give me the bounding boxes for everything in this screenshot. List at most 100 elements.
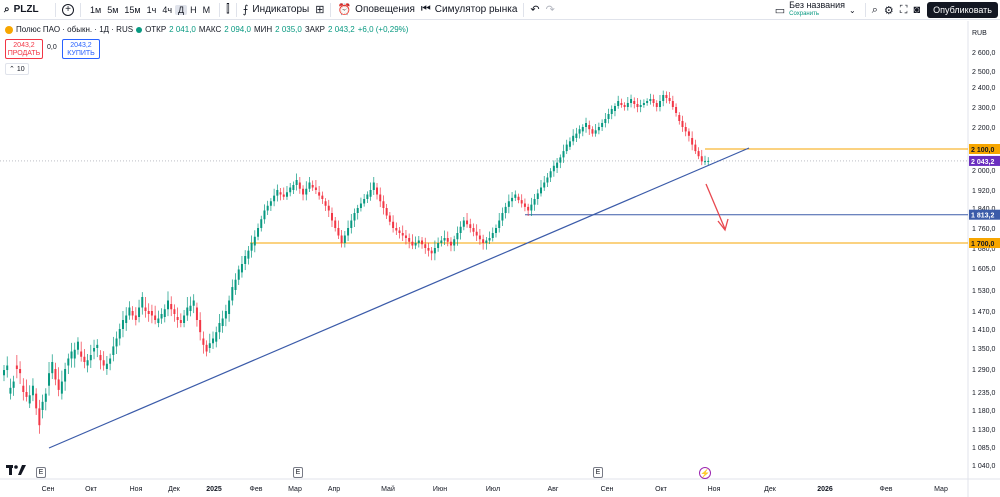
candle-body (572, 135, 575, 142)
divider (235, 2, 237, 17)
candle-body (183, 315, 186, 323)
fullscreen-button[interactable]: ⛶ (897, 0, 911, 20)
candle-body (31, 385, 34, 396)
tradingview-logo-icon (6, 465, 26, 475)
candle-body (681, 121, 684, 127)
volume-toggle[interactable]: ⌃ 10 (5, 63, 29, 75)
timeframe-button[interactable]: 1ч (146, 4, 157, 15)
low-label: МИН (253, 25, 273, 34)
candle-body (54, 369, 57, 380)
candle-body (308, 182, 311, 189)
candle-body (665, 95, 668, 98)
quick-search-button[interactable]: ⌕ (869, 0, 881, 20)
candle-body (12, 381, 15, 388)
candle-body (73, 349, 76, 359)
candle-body (121, 320, 124, 329)
replay-icon: ⏮ (420, 3, 431, 15)
alerts-button[interactable]: ⏰ Оповещения (334, 0, 417, 20)
templates-icon: ⊞ (315, 4, 325, 16)
candle-body (334, 220, 337, 228)
candle-body (330, 213, 333, 221)
earnings-event-marker[interactable]: E (593, 467, 603, 478)
earnings-event-marker[interactable]: E (36, 467, 46, 478)
layout-text: Без названия Сохранить (789, 1, 845, 19)
candle-body (417, 240, 420, 243)
candle-body (613, 106, 616, 111)
settings-icon: ⚙ (883, 4, 894, 17)
templates-button[interactable]: ⊞ (312, 0, 327, 20)
candle-body (543, 182, 546, 188)
tradingview-logo[interactable] (6, 463, 26, 478)
candle-body (517, 196, 520, 201)
candle-body (475, 231, 478, 236)
candle-body (115, 338, 118, 347)
candle-body (234, 279, 237, 290)
y-tick-label: 1 290,0 (972, 367, 995, 374)
close-value: 2 043,2 (328, 25, 355, 34)
candle-body (530, 204, 533, 211)
news-event-marker[interactable]: ⚡ (699, 467, 711, 479)
publish-button[interactable]: Опубликовать (927, 2, 998, 18)
chevron-up-icon: ⌃ (9, 66, 15, 73)
candle-body (620, 103, 623, 105)
candle-body (540, 187, 543, 194)
candle-body (559, 157, 562, 163)
timeframe-button[interactable]: 4ч (162, 4, 173, 15)
candle-body (575, 133, 578, 138)
legend-title[interactable]: Полюс ПАО · обыкн. · 1Д · RUS (16, 25, 134, 34)
compare-button[interactable]: + (59, 0, 77, 20)
plus-icon: + (62, 3, 74, 16)
candle-body (327, 205, 330, 211)
candle-body (221, 318, 224, 326)
symbol-search[interactable]: ⌕ PLZL (0, 0, 52, 20)
high-label: МАКС (198, 25, 222, 34)
upper-level-price-label: 2 100,0 (971, 147, 994, 154)
candle-body (218, 323, 221, 333)
layout-menu[interactable]: ▭ Без названия Сохранить ⌄ (769, 1, 862, 19)
y-tick-label: 2 300,0 (972, 105, 995, 112)
undo-button[interactable]: ↶ (527, 0, 542, 20)
price-chart[interactable]: RUB 2 600,0 2 500,0 2 400,0 2 300,0 2 200,0 2 … (0, 21, 1000, 497)
timeframe-button[interactable]: 5м (107, 4, 119, 15)
candle-body (594, 130, 597, 134)
x-tick-label: Сен (601, 486, 614, 493)
replay-button[interactable]: ⏮ Симулятор рынка (418, 0, 521, 20)
timeframe-button[interactable]: Д (175, 4, 188, 15)
candle-body (633, 101, 636, 104)
last-price-label: 2 043,2 (971, 159, 994, 166)
redo-button[interactable]: ↷ (543, 0, 558, 20)
candle-body (22, 385, 25, 392)
candle-body (443, 238, 446, 241)
candle-body (639, 105, 642, 107)
candle-body (240, 264, 243, 273)
settings-button[interactable]: ⚙ (881, 0, 897, 20)
candle-body (459, 226, 462, 233)
divider (80, 2, 81, 17)
candle-body (186, 307, 189, 316)
candle-body (675, 107, 678, 113)
candle-body (51, 362, 54, 374)
candle-body (372, 182, 375, 190)
chart-type-button[interactable]: ⫿ (223, 0, 233, 20)
timeframe-button[interactable]: 1м (90, 4, 102, 15)
candle-body (231, 287, 234, 301)
timeframe-button[interactable]: Н (190, 4, 197, 15)
candle-body (523, 203, 526, 207)
earnings-event-marker[interactable]: E (293, 467, 303, 478)
candle-body (536, 193, 539, 199)
candle-body (83, 356, 86, 362)
buy-button[interactable]: 2043,2 КУПИТЬ (62, 39, 100, 59)
snapshot-button[interactable]: ◙ (910, 0, 923, 20)
timeframe-button[interactable]: М (202, 4, 211, 15)
indicators-button[interactable]: ⨍ Индикаторы (240, 0, 313, 20)
timeframe-button[interactable]: 15м (124, 4, 141, 15)
candle-body (356, 208, 359, 213)
x-tick-label: Апр (328, 486, 340, 493)
candle-body (257, 228, 260, 237)
candle-body (250, 243, 253, 251)
candle-body (282, 194, 285, 197)
candle-body (401, 233, 404, 236)
sell-button[interactable]: 2043,2 ПРОДАТЬ (5, 39, 43, 59)
candle-body (57, 379, 60, 390)
candle-body (60, 381, 63, 394)
